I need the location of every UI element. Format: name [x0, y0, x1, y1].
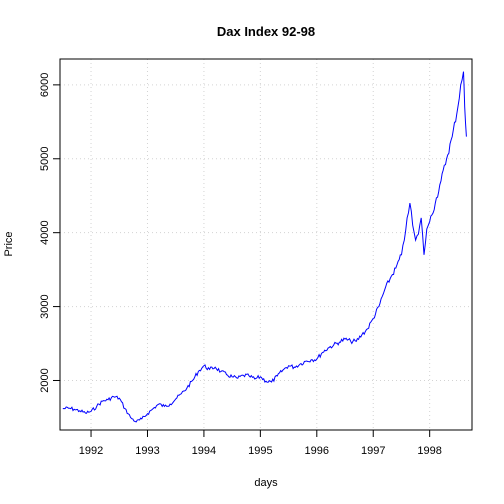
series-layer	[62, 71, 467, 423]
x-tick-label: 1996	[305, 445, 329, 457]
x-tick-label: 1998	[417, 445, 441, 457]
y-tick-label: 5000	[39, 147, 51, 171]
y-tick-label: 6000	[39, 73, 51, 97]
plot-frame	[59, 58, 473, 431]
y-tick-label: 2000	[39, 368, 51, 392]
x-tick-label: 1992	[79, 445, 103, 457]
y-axis: 2000 3000 4000 5000 6000	[39, 73, 61, 393]
x-tick-label: 1995	[248, 445, 272, 457]
price-series-line	[62, 71, 467, 423]
x-axis-title: days	[254, 477, 278, 489]
x-tick-label: 1993	[135, 445, 159, 457]
chart-title: Dax Index 92-98	[217, 24, 315, 39]
x-axis: 1992 1993 1994 1995 1996 1997 1998	[79, 429, 442, 457]
x-tick-label: 1997	[361, 445, 385, 457]
y-tick-label: 4000	[39, 220, 51, 244]
x-tick-label: 1994	[192, 445, 216, 457]
grid-lines	[60, 59, 472, 430]
y-axis-title: Price	[3, 231, 15, 256]
y-tick-label: 3000	[39, 294, 51, 318]
